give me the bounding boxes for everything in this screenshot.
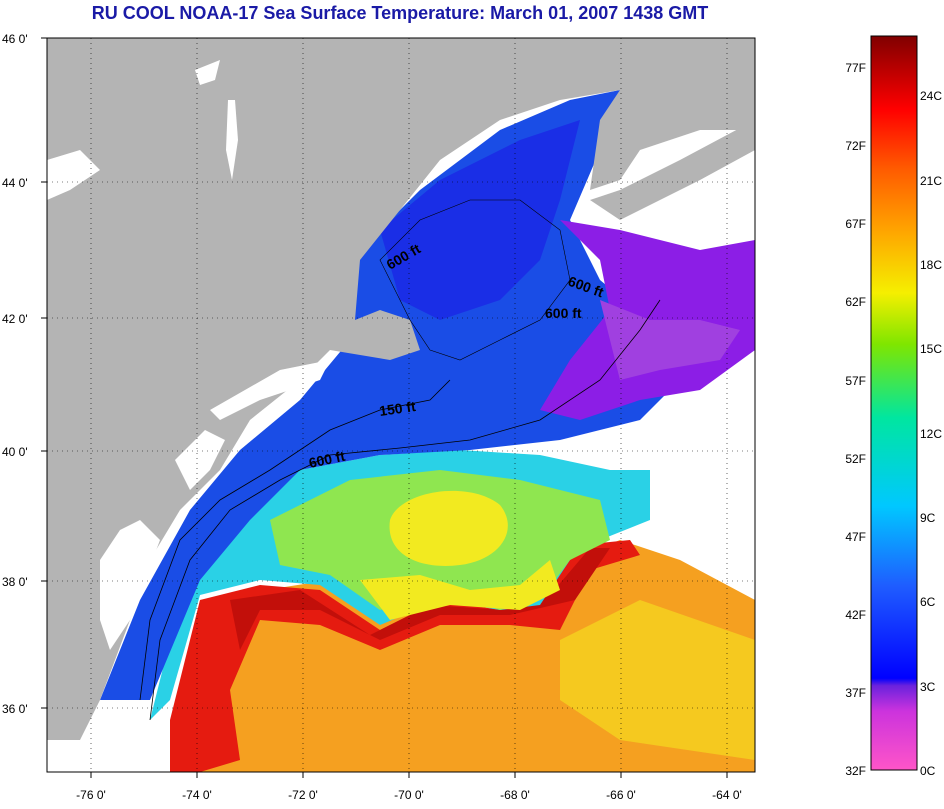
contour-label-150ft: 150 ft — [378, 398, 417, 419]
contour-label-600ft-shelf-break: 600 ft — [307, 448, 346, 471]
colorbar-label-37f: 37F — [845, 686, 866, 700]
warm-core-ring — [389, 490, 508, 566]
lat-tick-42: 42 0' — [2, 312, 28, 326]
colorbar-label-6c: 6C — [920, 595, 936, 609]
lat-tick-36: 36 0' — [2, 702, 28, 716]
lon-tick-66: -66 0' — [606, 788, 636, 802]
contour-600ft — [149, 299, 661, 721]
lon-tick-76: -76 0' — [76, 788, 106, 802]
colorbar-label-72f: 72F — [845, 139, 866, 153]
land-mass — [47, 38, 755, 740]
slope-water-yellow-south — [360, 560, 560, 620]
plot-frame — [46, 37, 756, 773]
inland-lake-north — [195, 60, 220, 85]
lat-tick-38: 38 0' — [2, 575, 28, 589]
nova-scotia — [590, 120, 755, 220]
delaware-bay — [175, 430, 225, 490]
colorbar-label-21c: 21C — [920, 174, 942, 188]
colorbar-label-77f: 77F — [845, 61, 866, 75]
colorbar-label-52f: 52F — [845, 452, 866, 466]
lat-tick-40: 40 0' — [2, 445, 28, 459]
colorbar-label-12c: 12C — [920, 427, 942, 441]
colorbar-label-67f: 67F — [845, 217, 866, 231]
contour-gulf-of-maine — [379, 199, 571, 361]
lon-tick-64: -64 0' — [712, 788, 742, 802]
lat-tick-44: 44 0' — [2, 176, 28, 190]
lon-tick-68: -68 0' — [500, 788, 530, 802]
inland-lake-west — [47, 150, 100, 200]
colorbar-label-32f: 32F — [845, 764, 866, 778]
lat-tick-46: 46 0' — [2, 32, 28, 46]
contour-150ft — [139, 379, 451, 701]
colorbar-label-42f: 42F — [845, 608, 866, 622]
lake-champlain — [226, 100, 238, 180]
colorbar-label-18c: 18C — [920, 258, 942, 272]
map-grid — [47, 38, 755, 772]
colorbar-label-0c: 0C — [920, 764, 936, 778]
colorbar-label-47f: 47F — [845, 530, 866, 544]
map-title: RU COOL NOAA-17 Sea Surface Temperature:… — [91, 3, 709, 23]
long-island-sound — [210, 360, 330, 420]
lon-tick-74: -74 0' — [182, 788, 212, 802]
colorbar-label-9c: 9C — [920, 511, 936, 525]
inner-shelf-blue — [380, 120, 580, 320]
colorbar-label-24c: 24C — [920, 89, 942, 103]
lon-tick-72: -72 0' — [288, 788, 318, 802]
colorbar-label-15c: 15C — [920, 342, 942, 356]
sargasso-yellow-region — [560, 600, 755, 760]
colorbar-label-62f: 62F — [845, 295, 866, 309]
gulf-stream-core — [230, 548, 610, 650]
colorbar-label-57f: 57F — [845, 374, 866, 388]
contour-label-600ft-georges-bank: 600 ft — [545, 305, 582, 321]
cold-water-south — [600, 300, 740, 380]
lon-tick-70: -70 0' — [394, 788, 424, 802]
colorbar-label-3c: 3C — [920, 680, 936, 694]
axis-tick-marks — [41, 37, 728, 778]
colorbar — [870, 35, 918, 771]
chesapeake-bay — [100, 520, 160, 650]
